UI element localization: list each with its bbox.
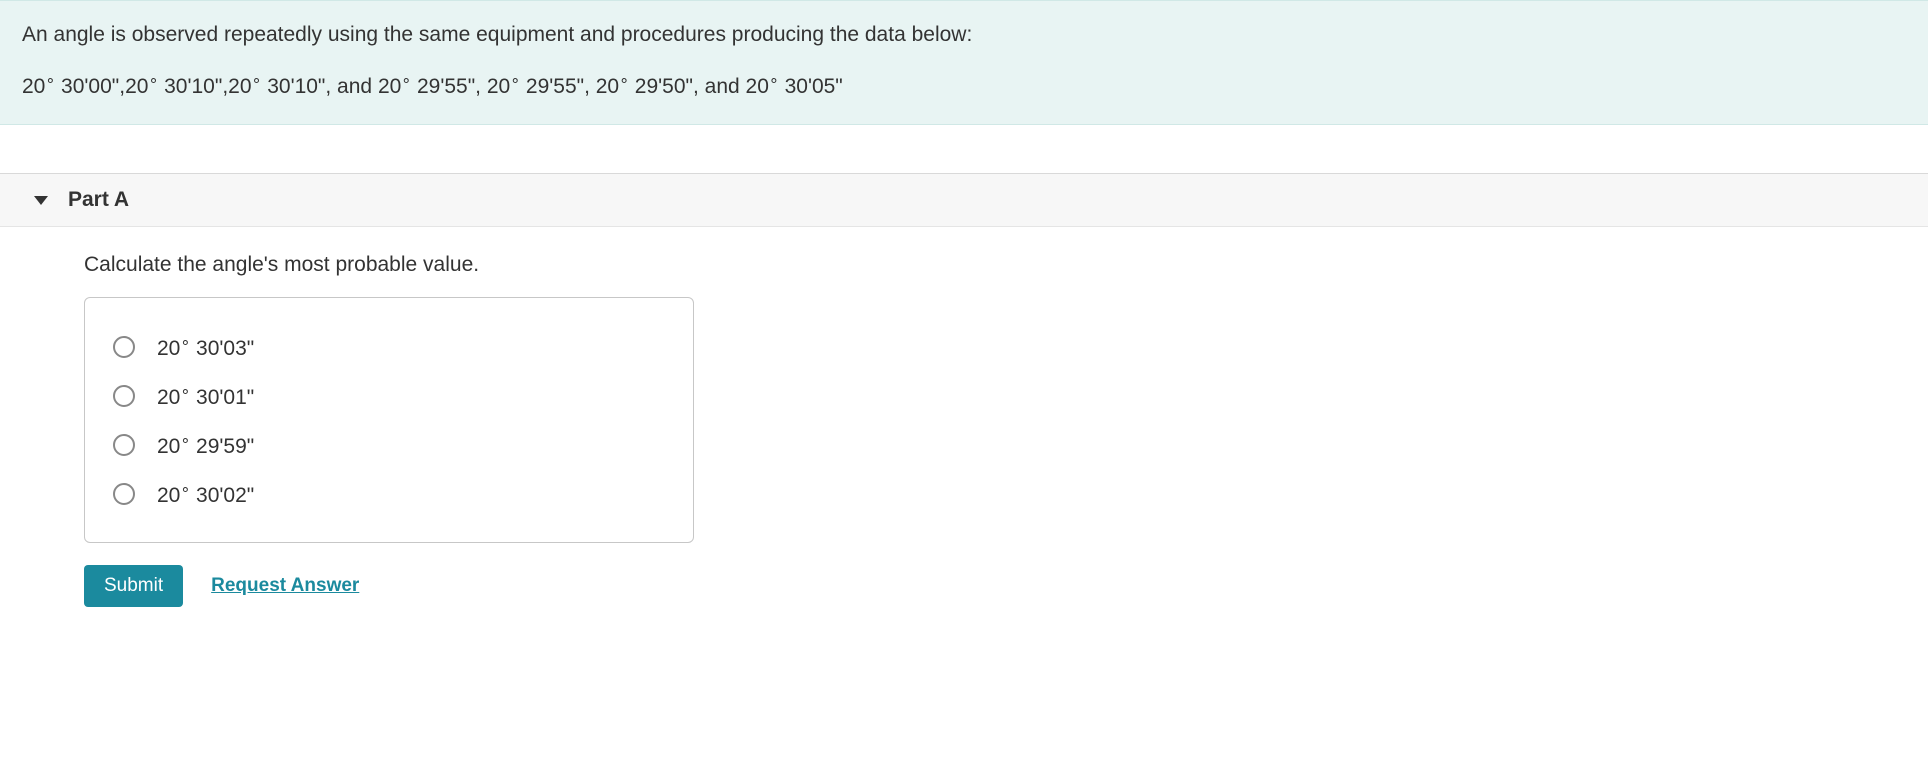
- request-answer-link[interactable]: Request Answer: [211, 575, 359, 597]
- problem-prompt: An angle is observed repeatedly using th…: [0, 0, 1928, 125]
- prompt-intro: An angle is observed repeatedly using th…: [22, 19, 1906, 51]
- part-a-container: Part A Calculate the angle's most probab…: [0, 173, 1928, 627]
- option-label: 20∘ 30'03": [157, 332, 254, 361]
- collapse-icon: [34, 196, 48, 205]
- part-body: Calculate the angle's most probable valu…: [0, 227, 1928, 627]
- question-text: Calculate the angle's most probable valu…: [84, 253, 1908, 277]
- angle-value: 20∘ 29'59": [157, 435, 254, 458]
- radio-icon[interactable]: [113, 336, 135, 358]
- angle-value: 20∘ 30'10": [125, 75, 222, 98]
- angle-value: 20∘ 30'01": [157, 386, 254, 409]
- option-row[interactable]: 20∘ 30'01": [113, 371, 665, 420]
- angle-value: 20∘ 30'02": [157, 484, 254, 507]
- part-a-header[interactable]: Part A: [0, 174, 1928, 227]
- option-row[interactable]: 20∘ 30'02": [113, 469, 665, 518]
- angle-value: 20∘ 29'55": [487, 75, 584, 98]
- angle-value: 20∘ 30'05": [746, 75, 843, 98]
- radio-icon[interactable]: [113, 385, 135, 407]
- option-row[interactable]: 20∘ 29'59": [113, 420, 665, 469]
- option-label: 20∘ 29'59": [157, 430, 254, 459]
- option-label: 20∘ 30'01": [157, 381, 254, 410]
- options-box: 20∘ 30'03" 20∘ 30'01" 20∘ 29'59" 20∘ 30'02": [84, 297, 694, 543]
- angle-value: 20∘ 30'10": [228, 75, 325, 98]
- angle-value: 20∘ 30'03": [157, 337, 254, 360]
- angle-value: 20∘ 30'00": [22, 75, 119, 98]
- angle-value: 20∘ 29'50": [596, 75, 693, 98]
- prompt-data: 20∘ 30'00",20∘ 30'10",20∘ 30'10", and 20…: [22, 69, 1906, 103]
- angle-value: 20∘ 29'55": [378, 75, 475, 98]
- submit-button[interactable]: Submit: [84, 565, 183, 607]
- part-title: Part A: [68, 188, 129, 212]
- option-row[interactable]: 20∘ 30'03": [113, 322, 665, 371]
- radio-icon[interactable]: [113, 434, 135, 456]
- option-label: 20∘ 30'02": [157, 479, 254, 508]
- actions-row: Submit Request Answer: [84, 565, 1908, 607]
- radio-icon[interactable]: [113, 483, 135, 505]
